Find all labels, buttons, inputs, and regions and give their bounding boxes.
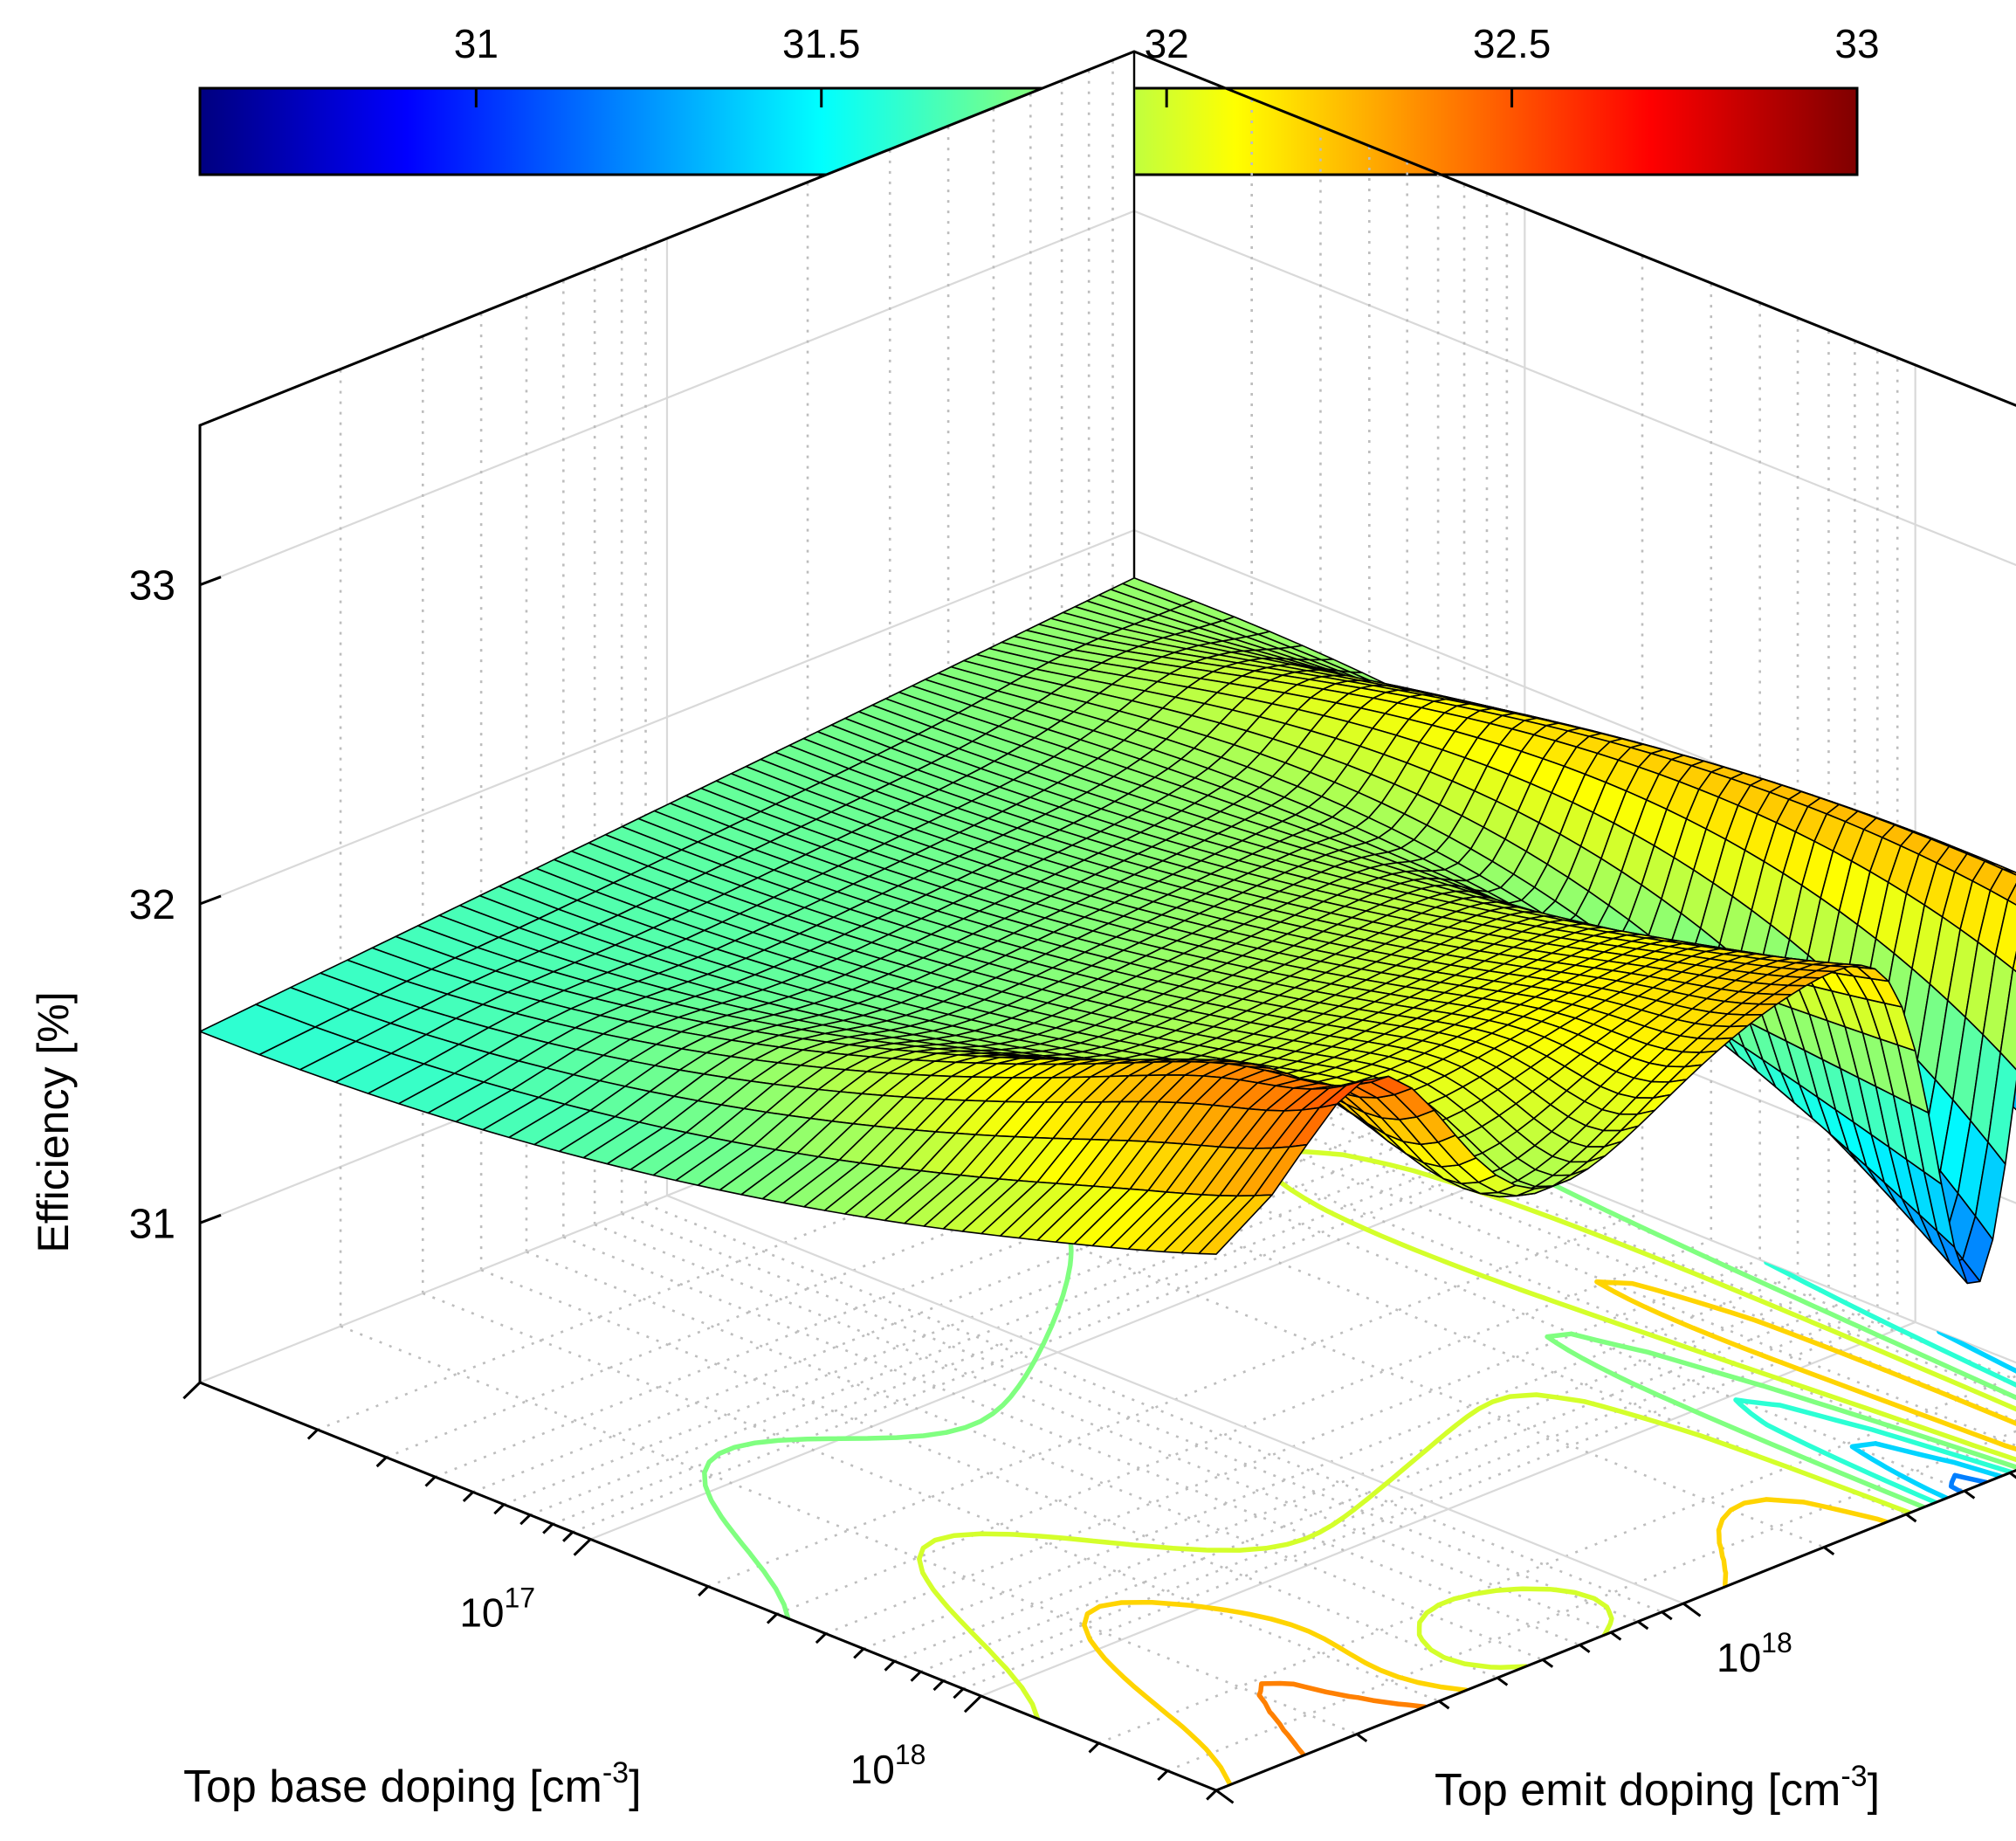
floor-gridline <box>993 1064 2011 1474</box>
x-tick <box>1088 1741 1100 1754</box>
floor-gridline <box>947 1081 1965 1493</box>
z-axis-label: Efficiency [%] <box>29 991 78 1252</box>
x-tick <box>562 1531 574 1542</box>
colorbar-tick-label: 31.5 <box>782 21 861 66</box>
x-tick <box>953 1687 965 1700</box>
contour-line <box>1082 1279 2016 1788</box>
y-tick <box>1682 1602 1702 1617</box>
floor-gridline <box>562 1236 1580 1646</box>
x-tick <box>424 1475 437 1487</box>
y-tick <box>1637 1620 1649 1631</box>
contour-line <box>1948 1384 2016 1495</box>
x-tick <box>932 1679 945 1692</box>
y-axis-label: Top emit doping [cm-3] <box>1435 1760 1880 1816</box>
x-tick <box>573 1538 592 1556</box>
surface-patch <box>1198 1194 1273 1255</box>
y-tick <box>1438 1700 1450 1710</box>
x-tick <box>462 1491 474 1503</box>
x-tick <box>815 1632 827 1644</box>
x-axis-label: Top base doping [cm-3] <box>183 1756 642 1812</box>
floor-gridline <box>1029 1049 2016 1447</box>
surface-patch <box>2012 950 2016 973</box>
x-tick <box>519 1513 532 1526</box>
x-tick <box>182 1381 202 1400</box>
y-tick <box>1542 1658 1554 1668</box>
x-tick <box>1206 1789 1218 1801</box>
y-tick <box>1661 1610 1673 1621</box>
colorbar-tick-label: 33 <box>1834 21 1879 66</box>
x-tick <box>884 1660 896 1672</box>
y-tick <box>1905 1513 1917 1523</box>
y-tick <box>1497 1676 1509 1686</box>
x-tick <box>910 1671 922 1682</box>
front-axes: 3132331017101810181019 <box>129 521 2016 1804</box>
x-tick <box>542 1523 554 1534</box>
x-tick <box>853 1647 865 1659</box>
contour-line <box>1256 1680 1428 1758</box>
floor-gridline <box>1088 1025 2016 1401</box>
x-tick-label: 1017 <box>459 1582 535 1635</box>
floor-gridline <box>340 1325 1358 1735</box>
floor-gridline <box>645 1203 1663 1613</box>
y-tick <box>1823 1546 1835 1556</box>
z-tick-label: 31 <box>129 1201 175 1247</box>
y-tick <box>1215 1789 1235 1804</box>
floor-gridline <box>1166 1430 2016 1772</box>
y-tick <box>1579 1644 1591 1653</box>
z-tick-label: 33 <box>129 563 175 610</box>
contour-line <box>1733 1259 2016 1506</box>
floor-gridline <box>526 1251 1544 1661</box>
colorbar-tick-label: 31 <box>454 21 499 66</box>
x-tick <box>306 1428 319 1440</box>
x-tick <box>698 1585 710 1597</box>
colorbar-ticks: 31 31.5 32 32.5 33 <box>454 21 1880 107</box>
x-tick <box>1157 1769 1169 1782</box>
efficiency-surface <box>199 576 2016 1285</box>
floor-gridline <box>621 1212 1639 1623</box>
colorbar-tick-label: 32.5 <box>1473 21 1552 66</box>
z-tick <box>199 894 222 906</box>
y-tick <box>1356 1733 1368 1743</box>
y-tick <box>1964 1489 1976 1500</box>
x-tick <box>493 1503 506 1515</box>
x-tick <box>766 1613 778 1624</box>
y-tick <box>2009 1472 2016 1479</box>
floor-gridline <box>807 1138 1825 1548</box>
x-tick <box>375 1456 388 1468</box>
x-tick <box>963 1694 982 1713</box>
contour-line <box>1849 1329 2016 1501</box>
floor-gridline <box>480 1268 1498 1679</box>
x-tick-label: 1018 <box>850 1739 926 1792</box>
y-tick <box>1610 1631 1622 1641</box>
z-tick-label: 32 <box>129 882 175 928</box>
z-tick <box>199 576 222 587</box>
floor-gridline <box>1097 1375 2016 1745</box>
y-tick-label: 1018 <box>1717 1627 1792 1680</box>
floor-gridline <box>594 1223 1612 1634</box>
floor-gridline <box>422 1292 1440 1703</box>
z-tick <box>199 1213 222 1224</box>
floor-gridline <box>666 1194 1684 1605</box>
